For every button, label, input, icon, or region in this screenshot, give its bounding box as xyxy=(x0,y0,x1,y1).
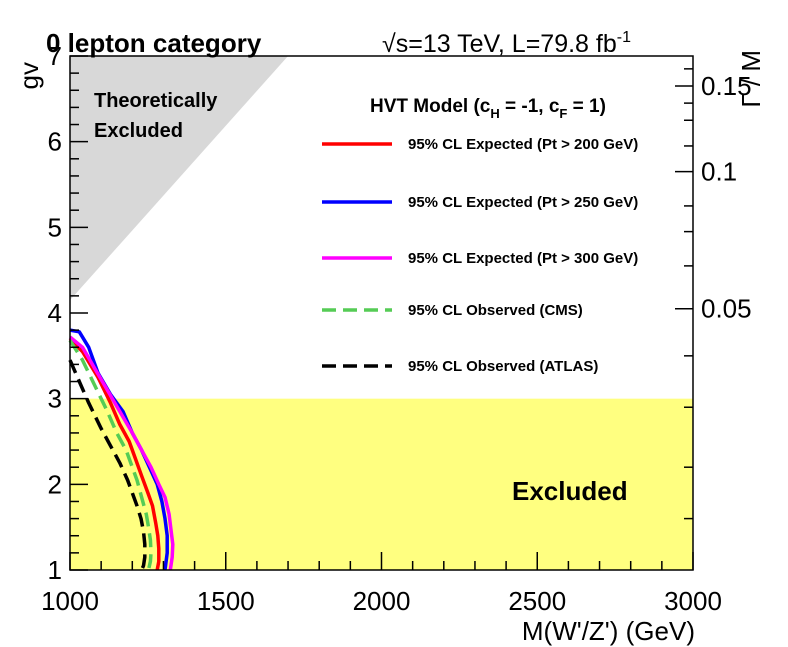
theory-label-line2: Excluded xyxy=(94,120,183,142)
x-axis-title: M(W'/Z') (GeV) xyxy=(522,616,695,646)
y-tick-label: 4 xyxy=(48,298,62,328)
x-tick-label: 1000 xyxy=(41,586,99,616)
legend-title-sub-f: F xyxy=(559,106,567,121)
legend-label-4: 95% CL Observed (CMS) xyxy=(408,302,583,319)
y-axis-title: gv xyxy=(14,62,44,89)
y-tick-label: 1 xyxy=(48,555,62,585)
theory-label-line1: Theoretically xyxy=(94,90,218,112)
legend-label-2: 95% CL Expected (Pt > 250 GeV) xyxy=(408,194,638,211)
y2-axis-title: Γ / M xyxy=(736,50,766,108)
y-tick-label: 7 xyxy=(48,41,62,71)
y-tick-label: 2 xyxy=(48,469,62,499)
x-tick-label: 2000 xyxy=(353,586,411,616)
legend-label-3: 95% CL Expected (Pt > 300 GeV) xyxy=(408,250,638,267)
y2-tick-label: 0.1 xyxy=(701,157,737,187)
energy-label: √s=13 TeV, L=79.8 fb xyxy=(382,30,617,58)
y2-tick-label: 0.05 xyxy=(701,294,752,324)
excluded-label: Excluded xyxy=(512,476,628,506)
energy-lumi-label: √s=13 TeV, L=79.8 fb-1 xyxy=(382,29,631,58)
legend-label-1: 95% CL Expected (Pt > 200 GeV) xyxy=(408,136,638,153)
legend-title-mid: = -1, c xyxy=(500,96,560,117)
legend-title-end: = 1) xyxy=(567,96,606,117)
legend-title-start: HVT Model (c xyxy=(370,96,491,117)
series-line-3 xyxy=(68,335,175,571)
x-tick-label: 3000 xyxy=(664,586,722,616)
y-tick-label: 6 xyxy=(48,127,62,157)
y-tick-label: 5 xyxy=(48,212,62,242)
energy-sup: -1 xyxy=(617,29,631,46)
y2-tick-label: 0.15 xyxy=(701,71,752,101)
x-tick-label: 2500 xyxy=(508,586,566,616)
series-line-4 xyxy=(68,339,153,571)
theory-excluded-region xyxy=(70,56,289,301)
x-tick-label: 1500 xyxy=(197,586,255,616)
legend-title-sub-h: H xyxy=(490,106,499,121)
legend-title: HVT Model (cH = -1, cF = 1) xyxy=(370,96,606,121)
y-tick-label: 3 xyxy=(48,384,62,414)
chart-title: 0 lepton category xyxy=(46,28,262,58)
legend-label-5: 95% CL Observed (ATLAS) xyxy=(408,358,598,375)
series-line-1 xyxy=(68,337,161,571)
